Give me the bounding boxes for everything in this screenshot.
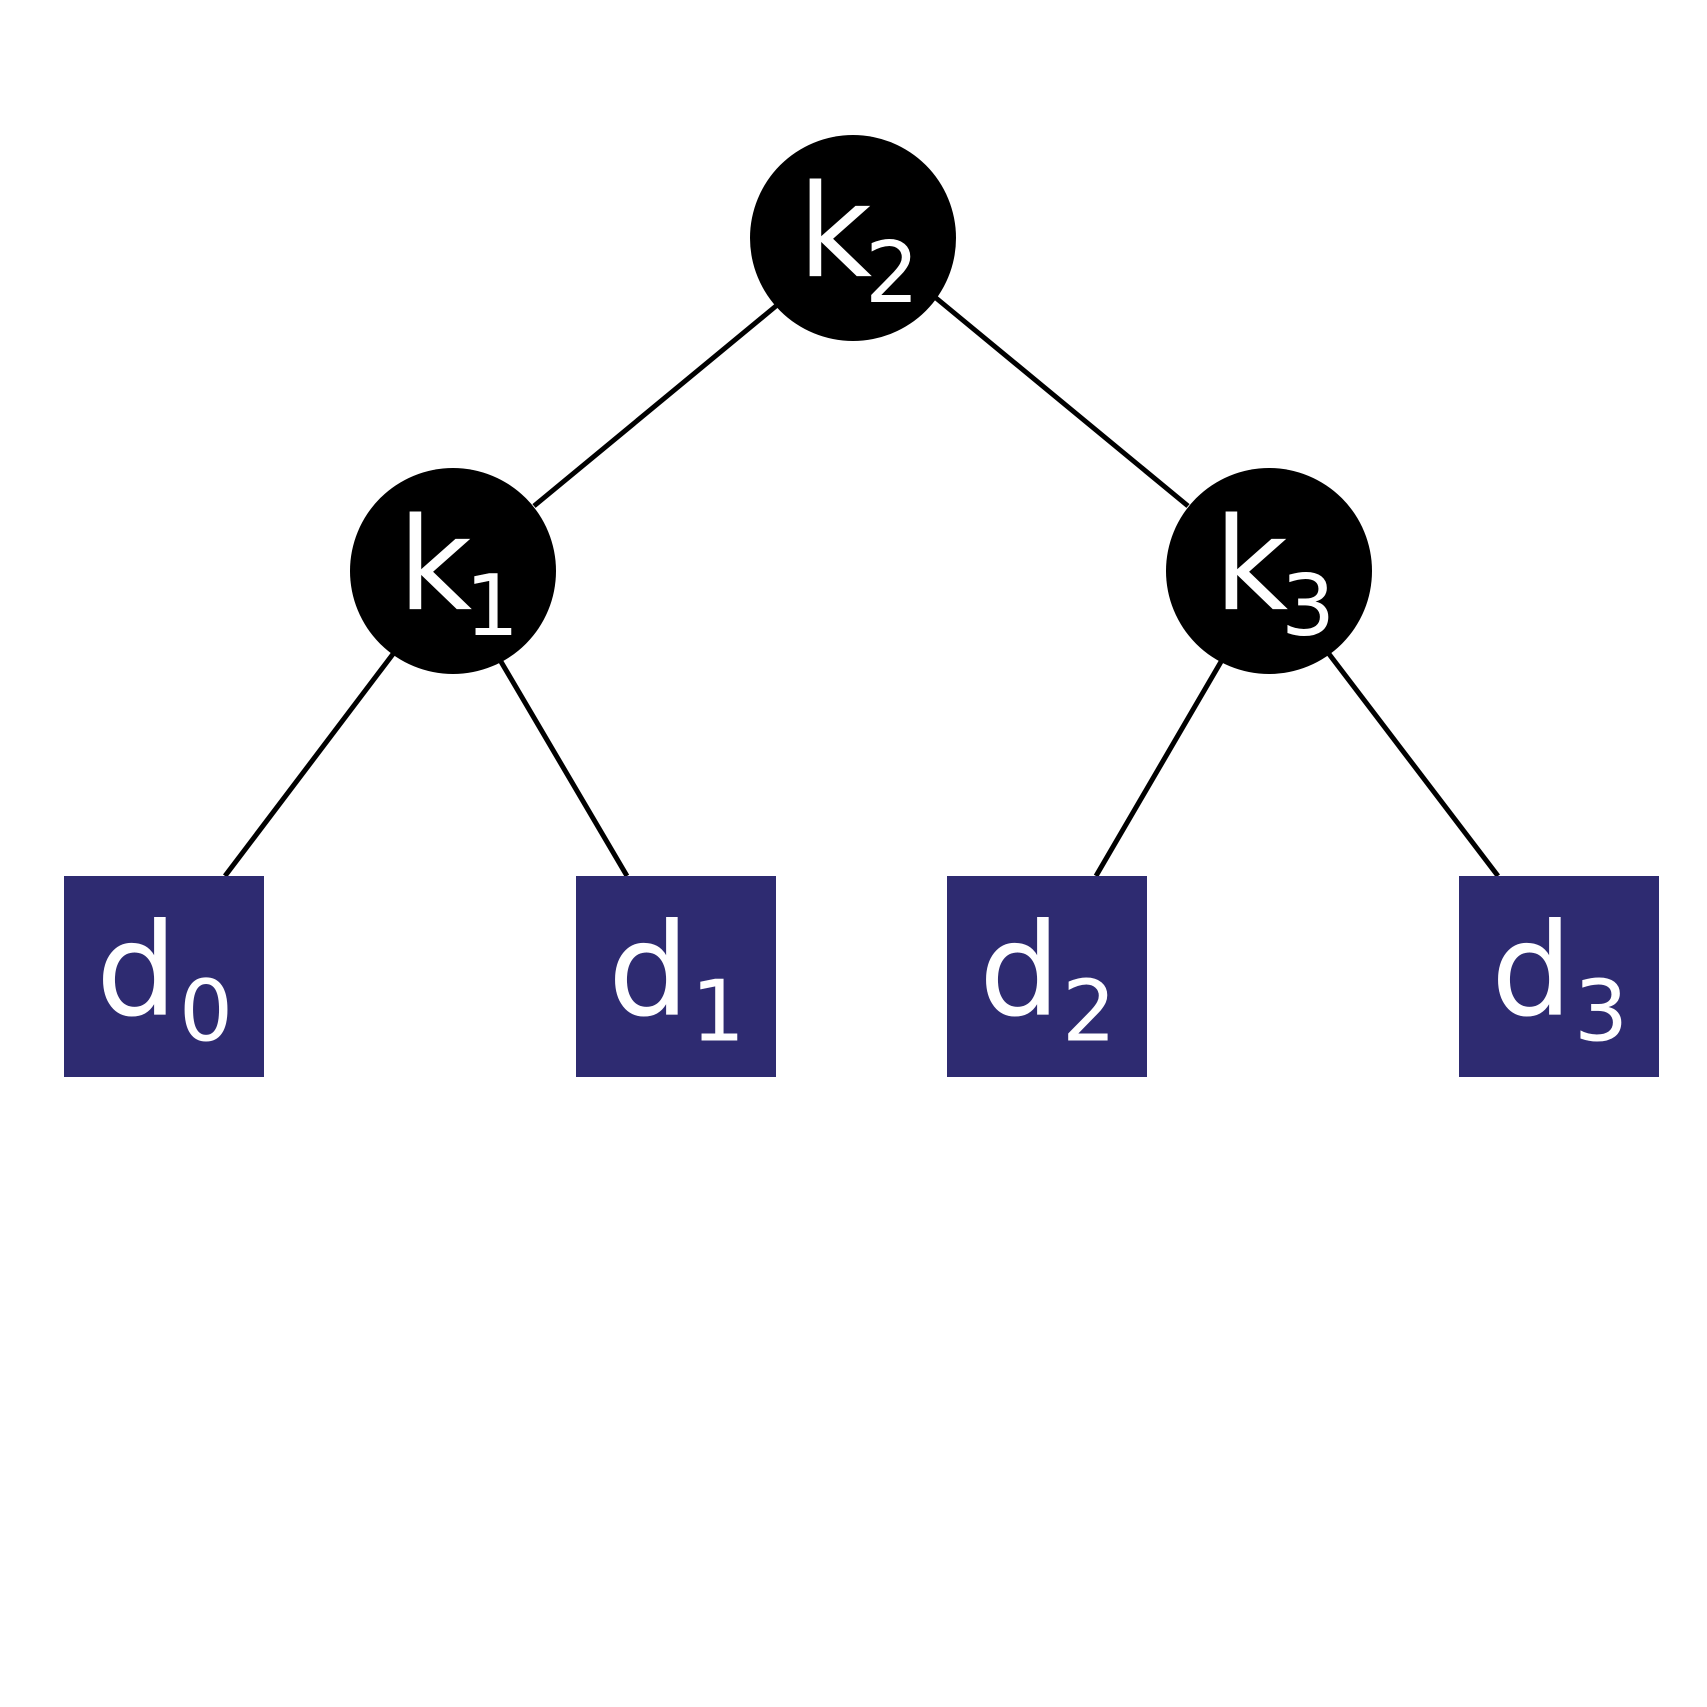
edge-k1-d1 (497, 658, 630, 878)
dummy-node-d2: d2 (947, 876, 1147, 1077)
node-label-base: d (979, 897, 1060, 1046)
key-node-circle (1166, 468, 1372, 674)
node-label-subscript: 3 (1574, 963, 1628, 1062)
edge-k2-k3 (934, 296, 1190, 508)
dummy-node-d1: d1 (576, 876, 776, 1077)
key-node-circle (750, 135, 956, 341)
node-label-d2: d2 (979, 897, 1116, 1062)
node-label-base: d (1491, 897, 1572, 1046)
node-label-subscript: 0 (179, 963, 233, 1062)
dummy-node-box (947, 876, 1147, 1077)
node-label-subscript: 2 (865, 224, 919, 323)
key-node-k3: k3 (1166, 468, 1372, 674)
dummy-node-box (576, 876, 776, 1077)
key-node-k1: k1 (350, 468, 556, 674)
edge-k3-d2 (1093, 658, 1225, 878)
node-label-base: k (1214, 491, 1288, 640)
node-label-base: k (798, 158, 872, 307)
key-node-k2: k2 (750, 135, 956, 341)
node-label-base: k (398, 491, 472, 640)
node-label-subscript: 3 (1281, 557, 1335, 656)
node-label-d3: d3 (1491, 897, 1628, 1062)
edge-k2-k1 (532, 304, 778, 508)
dummy-node-box (1459, 876, 1659, 1077)
node-label-d1: d1 (608, 897, 745, 1062)
node-label-d0: d0 (96, 897, 233, 1062)
edges-layer (223, 296, 1500, 878)
node-label-k3: k3 (1214, 491, 1335, 656)
node-label-subscript: 1 (691, 963, 745, 1062)
node-label-subscript: 2 (1062, 963, 1116, 1062)
node-label-base: d (608, 897, 689, 1046)
key-node-circle (350, 468, 556, 674)
edge-k1-d0 (223, 652, 395, 878)
node-label-k2: k2 (798, 158, 919, 323)
dummy-node-d3: d3 (1459, 876, 1659, 1077)
edge-k3-d3 (1327, 652, 1500, 878)
node-label-k1: k1 (398, 491, 519, 656)
node-label-subscript: 1 (465, 557, 519, 656)
dummy-node-box (64, 876, 264, 1077)
dummy-node-d0: d0 (64, 876, 264, 1077)
node-label-base: d (96, 897, 177, 1046)
